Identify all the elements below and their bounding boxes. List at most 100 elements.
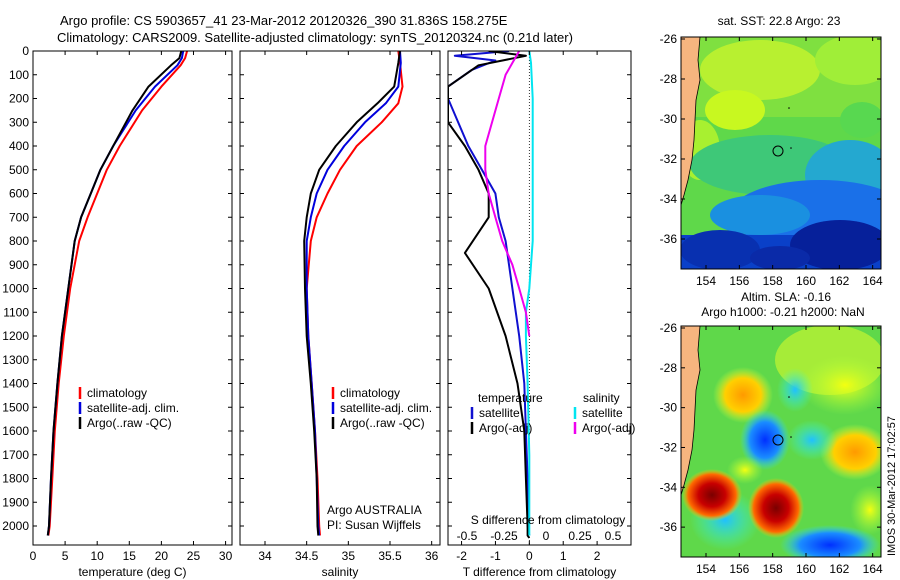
series-line-temperature-argo-adj-: [448, 51, 531, 539]
x-tick-label-secondary: -0.25: [490, 529, 518, 543]
x-tick-label: 5: [62, 549, 69, 563]
map-subtitle-sla: Argo h1000: -0.21 h2000: NaN: [701, 305, 864, 319]
x-tick-label-secondary: 0.5: [605, 529, 622, 543]
map-x-tick-label: 154: [696, 562, 716, 576]
x-tick-label: 1: [560, 549, 567, 563]
x-axis-label: T difference from climatology: [463, 565, 617, 579]
x-axis-label: temperature (deg C): [78, 565, 186, 579]
series-line-temperature-satellite: [448, 51, 531, 536]
y-tick-label: 1700: [2, 448, 29, 462]
y-tick-label: 600: [9, 187, 29, 201]
annotation-pi: PI: Susan Wijffels: [327, 518, 421, 532]
legend-label: Argo(-adj): [582, 421, 635, 435]
x-tick-label: 35.5: [378, 549, 402, 563]
map-title-sla: Altim. SLA: -0.16: [741, 290, 831, 304]
map-x-tick-label: 158: [763, 562, 783, 576]
profile-panel-3: -2 -1 0 1 2 T difference from climatology S di…: [447, 50, 635, 579]
series-line-salinity-satellite: [524, 51, 534, 536]
map-axes: 154 156 158 160 162 164 -26 -28 -30 -32 -34 -36 sat.…: [660, 14, 883, 576]
map-y-tick-label: -26: [660, 321, 678, 335]
map-y-tick-label: -26: [660, 32, 678, 46]
plot-frame: [239, 50, 441, 546]
map-y-tick-label: -34: [660, 480, 678, 494]
x-tick-label: 34.5: [295, 549, 319, 563]
land-mass: [681, 326, 701, 496]
figure-title-line-2: Climatology: CARS2009. Satellite-adjuste…: [57, 30, 573, 45]
x-tick-label: 0: [30, 549, 37, 563]
map-y-tick-label: -36: [660, 232, 678, 246]
y-tick-label: 1600: [2, 424, 29, 438]
y-tick-label: 1100: [3, 305, 29, 319]
map-y-tick-label: -28: [660, 361, 678, 375]
x-tick-label: 10: [91, 549, 105, 563]
x-tick-label: 34: [258, 549, 272, 563]
x-tick-label-secondary: 0.25: [568, 529, 592, 543]
y-tick-label: 900: [9, 258, 29, 272]
y-tick-label: 300: [9, 115, 29, 129]
map-x-tick-label: 160: [796, 274, 816, 288]
land-mass: [681, 37, 701, 206]
map-x-tick-label: 158: [763, 274, 783, 288]
y-tick-label: 100: [9, 68, 29, 82]
map-y-tick-label: -32: [660, 440, 678, 454]
map-y-tick-label: -30: [660, 401, 678, 415]
map-x-tick-label: 162: [829, 274, 849, 288]
legend-label: Argo(..raw -QC): [87, 416, 172, 430]
map-x-tick-label: 164: [863, 562, 883, 576]
y-tick-label: 1300: [2, 353, 29, 367]
profile-panel-2: 34 34.5 35 35.5 36 salinity climatologysatelli…: [239, 50, 441, 579]
y-tick-label: 700: [9, 210, 29, 224]
sla-map: [680, 325, 882, 558]
y-tick-label: 1400: [2, 377, 29, 391]
map-x-tick-label: 156: [729, 562, 749, 576]
map-x-tick-label: 164: [863, 274, 883, 288]
x-tick-label-secondary: 0: [543, 529, 550, 543]
plot-frame: [32, 50, 233, 546]
series-line-argo-raw-qc-: [46, 51, 183, 536]
x-axis-label-secondary: S difference from climatology: [471, 513, 626, 527]
x-tick-label: 25: [187, 549, 201, 563]
y-tick-label: 1500: [2, 400, 29, 414]
argo-location-marker: [772, 434, 784, 446]
y-tick-label: 200: [9, 92, 29, 106]
legend-label: Argo(-adj): [479, 421, 532, 435]
y-tick-label: 1200: [2, 329, 29, 343]
legend-label: satellite: [479, 406, 520, 420]
y-tick-label: 500: [9, 163, 29, 177]
y-tick-label: 0: [22, 44, 29, 58]
legend-title-salinity: salinity: [583, 391, 620, 405]
legend-label: satellite-adj. clim.: [87, 401, 179, 415]
x-tick-label: 36: [425, 549, 439, 563]
map-axes-1: 154 156 158 160 162 164 -26 -28 -30 -32 -34 -36 sat.…: [660, 14, 883, 288]
map-axes-2: 154 156 158 160 162 164 -26 -28 -30 -32 -34 -36 Alti…: [660, 290, 883, 576]
map-title-sst: sat. SST: 22.8 Argo: 23: [718, 14, 841, 28]
legend-label: climatology: [87, 386, 147, 400]
x-tick-label: 2: [594, 549, 601, 563]
legend-label: satellite: [582, 406, 623, 420]
plot-frame: [447, 50, 632, 546]
x-tick-label: 15: [123, 549, 137, 563]
legend-label: climatology: [340, 386, 400, 400]
series-line-satellite-adj-clim-: [305, 51, 402, 536]
figure-title-line-1: Argo profile: CS 5903657_41 23-Mar-2012 …: [60, 13, 508, 28]
y-tick-label: 1800: [2, 472, 29, 486]
x-tick-label: 20: [155, 549, 169, 563]
series-line-argo-raw-qc-: [303, 51, 401, 536]
map-x-tick-label: 162: [829, 562, 849, 576]
map-y-tick-label: -28: [660, 72, 678, 86]
x-axis-label: salinity: [322, 565, 359, 579]
y-tick-label: 800: [9, 234, 29, 248]
x-tick-label: -1: [490, 549, 501, 563]
y-tick-label: 400: [9, 139, 29, 153]
signature-text: IMOS 30-Mar-2012 17:02:57: [886, 415, 898, 556]
annotation-institution: Argo AUSTRALIA: [327, 503, 422, 517]
x-tick-label: 30: [219, 549, 233, 563]
map-x-tick-label: 154: [696, 274, 716, 288]
y-tick-label: 1900: [2, 495, 29, 509]
map-y-tick-label: -34: [660, 192, 678, 206]
x-tick-label: -2: [456, 549, 467, 563]
legend-label: satellite-adj. clim.: [340, 401, 432, 415]
y-tick-label: 2000: [2, 519, 29, 533]
argo-location-marker: [772, 145, 784, 157]
